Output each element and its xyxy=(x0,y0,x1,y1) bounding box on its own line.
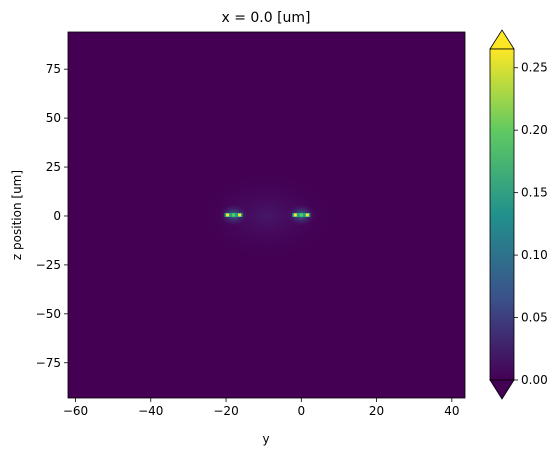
chart-title: x = 0.0 [um] xyxy=(221,10,310,26)
field-hotspot xyxy=(305,213,309,217)
x-axis-label: y xyxy=(262,432,269,446)
x-tick-label: −40 xyxy=(138,404,163,418)
colorbar-tick-label: 0.15 xyxy=(521,186,548,200)
y-tick-label: 25 xyxy=(46,160,61,174)
colorbar-tick-label: 0.20 xyxy=(521,123,548,137)
y-tick-label: 50 xyxy=(46,111,61,125)
colorbar-extend-min xyxy=(489,379,515,400)
x-tick-label: −20 xyxy=(213,404,238,418)
field-hotspot xyxy=(293,213,297,217)
y-tick-label: −50 xyxy=(36,307,61,321)
colorbar-tick-label: 0.00 xyxy=(521,373,548,387)
x-tick-label: 40 xyxy=(444,404,459,418)
plot-area xyxy=(67,31,466,399)
colorbar-gradient xyxy=(489,48,515,381)
y-tick-label: −75 xyxy=(36,356,61,370)
field-hotspot xyxy=(238,213,242,217)
field-halo xyxy=(197,170,338,261)
colorbar-tick-label: 0.10 xyxy=(521,248,548,262)
field-hotspot xyxy=(232,213,236,217)
x-tick-label: 0 xyxy=(297,404,305,418)
colorbar: 0.00 0.05 0.10 0.15 0.20 0.25 xyxy=(489,29,548,400)
x-tick-label: −60 xyxy=(63,404,88,418)
y-axis: −75 −50 −25 0 25 50 75 xyxy=(36,62,68,370)
colorbar-extend-max xyxy=(489,29,515,50)
x-axis: −60 −40 −20 0 20 40 xyxy=(63,398,459,418)
field-hotspot xyxy=(226,213,230,217)
y-tick-label: 75 xyxy=(46,62,61,76)
colorbar-tick-label: 0.05 xyxy=(521,311,548,325)
colorbar-tick-label: 0.25 xyxy=(521,61,548,75)
y-axis-label: z position [um] xyxy=(10,170,24,260)
plot-frame xyxy=(67,31,466,399)
x-tick-label: 20 xyxy=(369,404,384,418)
field-hotspot xyxy=(299,213,303,217)
y-tick-label: −25 xyxy=(36,258,61,272)
y-tick-label: 0 xyxy=(53,209,61,223)
